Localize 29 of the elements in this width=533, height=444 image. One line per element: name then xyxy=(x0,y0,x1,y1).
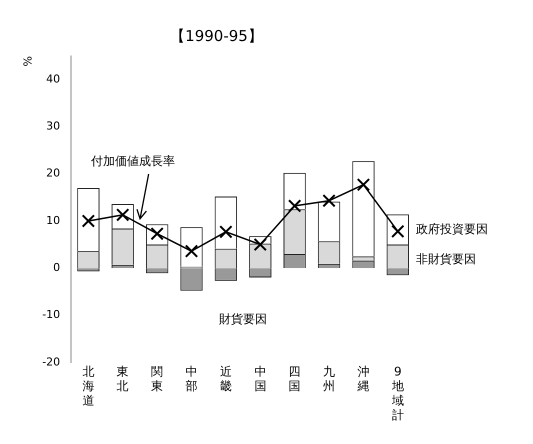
x-tick-label: 東北 xyxy=(116,364,129,394)
text: 付加価値成長率 xyxy=(90,154,176,168)
point xyxy=(322,194,336,208)
x-tick-label: 中部 xyxy=(186,364,198,394)
series-label: 非財貨要因 xyxy=(416,252,476,266)
text: 財貨要因 xyxy=(219,312,268,326)
x-tick-label: 北海道 xyxy=(82,364,94,408)
x-tick-label: 近畿 xyxy=(220,364,232,394)
point xyxy=(82,214,96,228)
chart-title: 【1990-95】 xyxy=(170,26,263,45)
x-tick-label: 四国 xyxy=(288,364,301,394)
y-tick-label: 0 xyxy=(53,260,60,274)
point xyxy=(254,238,267,252)
x-tick-label: 中国 xyxy=(254,364,266,394)
y-tick-label: 30 xyxy=(46,120,60,133)
x-tick-label: 9地域計 xyxy=(390,364,404,422)
x-tick-label: 沖縄 xyxy=(356,364,370,394)
y-tick-label: 20 xyxy=(46,166,60,180)
point xyxy=(288,199,302,213)
y-tick-label: -10 xyxy=(42,308,60,322)
y-axis-title: % xyxy=(21,56,34,66)
point xyxy=(219,225,233,238)
point xyxy=(356,178,370,192)
y-tick-label: -20 xyxy=(42,355,60,368)
y-tick-label: 10 xyxy=(46,214,60,227)
x-tick-label: 九州 xyxy=(323,364,336,394)
x-tick-label: 関東 xyxy=(151,364,164,394)
series-label: 政府投資要因 xyxy=(416,222,488,236)
y-tick-label: 40 xyxy=(46,72,60,86)
